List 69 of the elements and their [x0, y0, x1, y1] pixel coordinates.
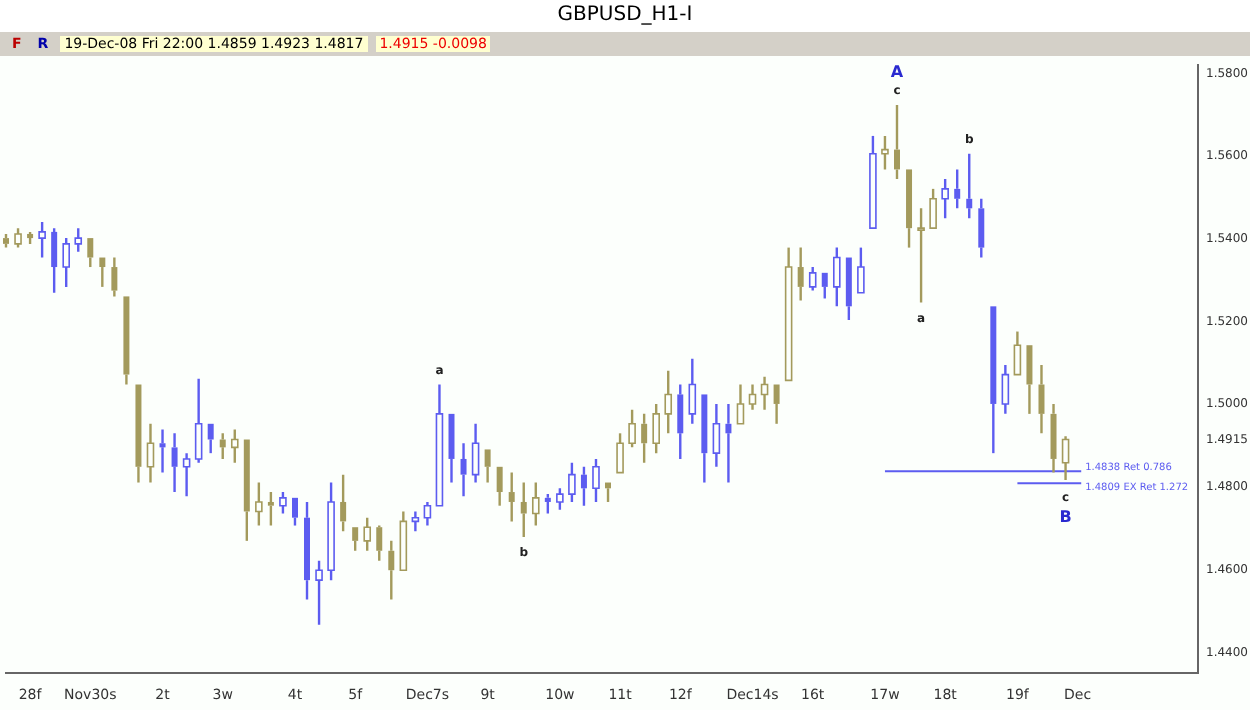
candlestick	[471, 422, 480, 484]
candlestick	[207, 423, 214, 455]
candlestick	[267, 490, 274, 527]
candlestick	[496, 466, 503, 507]
candlestick	[146, 422, 155, 484]
candlestick	[531, 481, 540, 527]
candlestick	[194, 377, 203, 464]
candlestick	[1013, 330, 1022, 376]
candlestick	[1026, 345, 1033, 416]
candlestick	[171, 432, 178, 494]
candlestick	[62, 236, 70, 289]
candlestick	[760, 375, 769, 411]
candlestick	[135, 384, 142, 484]
candlestick	[111, 256, 118, 298]
candlestick	[941, 177, 949, 220]
candlestick	[917, 207, 925, 304]
candlestick	[701, 394, 708, 484]
candlestick	[580, 465, 587, 507]
candlestick	[954, 168, 961, 210]
candlestick	[255, 481, 263, 527]
candlestick	[978, 197, 985, 259]
annotation: A	[890, 63, 905, 82]
candlestick	[508, 471, 515, 523]
candlestick	[652, 402, 660, 455]
candlestick	[748, 383, 757, 411]
candlestick	[641, 412, 648, 464]
candlestick	[1001, 363, 1010, 416]
candlestick	[388, 539, 395, 601]
candlestick	[363, 516, 372, 552]
candlestick	[966, 152, 973, 220]
candlestick	[568, 461, 576, 504]
candlestick	[423, 500, 432, 527]
candlestick	[435, 383, 444, 507]
candlestick	[1050, 402, 1057, 474]
candlestick	[123, 296, 130, 386]
candlestick	[894, 103, 900, 181]
candlestick	[990, 306, 997, 455]
candlestick	[159, 428, 166, 474]
candlestick	[230, 428, 239, 464]
candlestick	[340, 473, 347, 533]
candlestick	[736, 383, 745, 425]
candlestick	[677, 383, 684, 461]
candlestick	[664, 369, 673, 435]
candlestick	[520, 481, 527, 539]
candlestick	[881, 134, 889, 171]
candlestick	[784, 246, 793, 382]
chart-title: GBPUSD_H1-I	[0, 0, 1250, 32]
candlestick	[399, 510, 408, 572]
candlestick	[460, 442, 467, 498]
candlestick	[315, 559, 323, 627]
candlestick	[592, 457, 600, 504]
candlestick	[411, 510, 420, 533]
candlestick	[51, 226, 58, 294]
annotation: B	[1059, 508, 1072, 527]
candlestick	[797, 246, 804, 302]
candlestick	[304, 500, 311, 601]
candlestick	[1038, 363, 1045, 435]
candlestick	[857, 246, 865, 294]
candlestick	[1061, 435, 1070, 482]
candlestick	[725, 402, 732, 484]
candlestick	[688, 357, 697, 425]
candlestick	[327, 481, 335, 582]
candlestick	[712, 402, 721, 469]
candlestick	[833, 246, 841, 308]
candlestick	[484, 449, 491, 484]
candlestick	[38, 220, 46, 259]
candlestick	[182, 451, 191, 498]
candlestick	[628, 408, 636, 449]
candlestick	[243, 439, 250, 543]
